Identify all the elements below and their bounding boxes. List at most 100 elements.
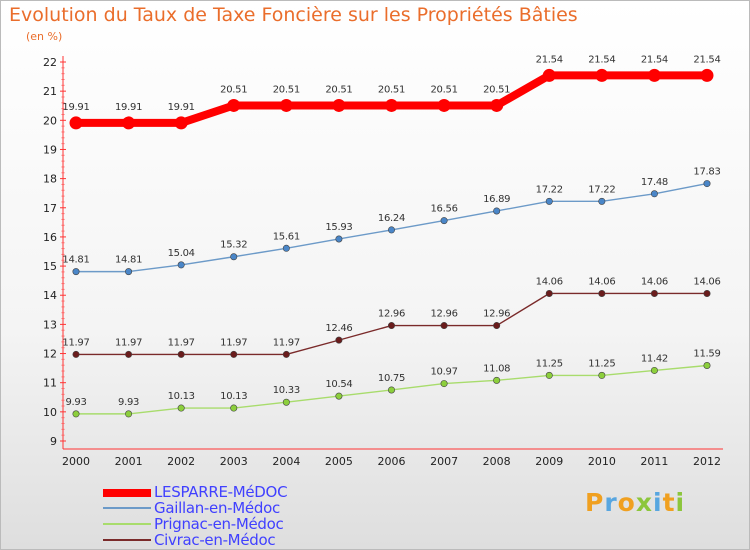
x-tick-label: 2003 bbox=[220, 455, 248, 468]
y-tick-label: 11 bbox=[43, 377, 57, 390]
legend-label: Prignac-en-Médoc bbox=[154, 515, 284, 533]
data-label: 11.97 bbox=[62, 337, 89, 348]
data-point bbox=[125, 350, 133, 358]
data-point bbox=[542, 68, 556, 82]
logo-letter: i bbox=[675, 488, 686, 517]
data-label: 15.61 bbox=[273, 231, 300, 242]
data-label: 10.54 bbox=[325, 379, 352, 390]
data-point bbox=[493, 376, 501, 384]
data-label: 16.24 bbox=[378, 213, 405, 224]
data-point bbox=[703, 180, 711, 188]
data-label: 20.51 bbox=[220, 84, 247, 95]
data-point bbox=[598, 197, 606, 205]
data-point bbox=[650, 289, 658, 297]
data-point bbox=[177, 261, 185, 269]
data-label: 17.48 bbox=[641, 177, 668, 188]
data-point bbox=[440, 322, 448, 330]
y-tick-label: 20 bbox=[43, 114, 57, 127]
data-label: 19.91 bbox=[115, 102, 142, 113]
data-label: 15.32 bbox=[220, 240, 247, 251]
data-point bbox=[650, 366, 658, 374]
y-tick-label: 22 bbox=[43, 56, 57, 69]
data-label: 20.51 bbox=[325, 84, 352, 95]
data-point bbox=[490, 98, 504, 112]
data-label: 11.25 bbox=[536, 358, 563, 369]
data-point bbox=[595, 68, 609, 82]
data-label: 17.22 bbox=[536, 184, 563, 195]
data-point bbox=[279, 98, 293, 112]
x-tick-label: 2008 bbox=[483, 455, 511, 468]
y-tick-label: 12 bbox=[43, 348, 57, 361]
data-label: 10.13 bbox=[168, 391, 195, 402]
data-label: 19.91 bbox=[62, 102, 89, 113]
x-tick-label: 2009 bbox=[535, 455, 563, 468]
data-point bbox=[282, 398, 290, 406]
x-tick-label: 2012 bbox=[693, 455, 721, 468]
data-point bbox=[703, 361, 711, 369]
data-point bbox=[174, 116, 188, 130]
data-label: 11.25 bbox=[588, 358, 615, 369]
data-point bbox=[387, 226, 395, 234]
data-label: 11.97 bbox=[220, 337, 247, 348]
data-label: 14.06 bbox=[588, 276, 615, 287]
logo-letter: x bbox=[635, 488, 653, 517]
data-point bbox=[335, 336, 343, 344]
data-point bbox=[335, 235, 343, 243]
y-tick-label: 14 bbox=[43, 289, 57, 302]
data-label: 14.81 bbox=[115, 255, 142, 266]
data-label: 12.96 bbox=[483, 309, 510, 320]
logo-letter: i bbox=[653, 488, 663, 517]
proxiti-logo: Proxiti bbox=[585, 488, 685, 517]
data-point bbox=[177, 404, 185, 412]
legend-label: LESPARRE-MéDOC bbox=[154, 483, 288, 501]
data-label: 9.93 bbox=[65, 397, 86, 408]
legend-swatch bbox=[103, 539, 151, 541]
data-label: 15.93 bbox=[325, 222, 352, 233]
y-tick-label: 18 bbox=[43, 173, 57, 186]
legend-swatch bbox=[103, 523, 151, 525]
data-label: 20.51 bbox=[378, 84, 405, 95]
legend-swatch bbox=[103, 489, 151, 497]
data-point bbox=[230, 253, 238, 261]
series-3: 11.97 11.97 11.97 11.97 11.97 12.46 12.96 12.96… bbox=[62, 276, 721, 358]
data-point bbox=[282, 244, 290, 252]
axes: 9 10 11 12 13 14 15 16 17 18 19 20 21 22 2000 2001 2002 2… bbox=[43, 56, 723, 468]
x-tick-label: 2005 bbox=[325, 455, 353, 468]
series-0: 19.91 19.91 19.91 20.51 20.51 20.51 20.51 20.51… bbox=[62, 54, 721, 130]
data-label: 11.97 bbox=[168, 337, 195, 348]
y-tick-label: 21 bbox=[43, 85, 57, 98]
series-1: 14.81 14.81 15.04 15.32 15.61 15.93 16.24 16.56… bbox=[62, 167, 721, 276]
y-tick-label: 9 bbox=[50, 435, 57, 448]
data-point bbox=[598, 371, 606, 379]
data-label: 11.08 bbox=[483, 363, 510, 374]
data-label: 14.06 bbox=[641, 276, 668, 287]
data-point bbox=[72, 410, 80, 418]
data-point bbox=[387, 386, 395, 394]
data-label: 19.91 bbox=[168, 102, 195, 113]
y-tick-label: 10 bbox=[43, 406, 57, 419]
data-point bbox=[69, 116, 83, 130]
series-2: 9.93 9.93 10.13 10.13 10.33 10.54 10.75 10.97 11… bbox=[65, 348, 721, 418]
y-tick-label: 17 bbox=[43, 202, 57, 215]
data-point bbox=[125, 410, 133, 418]
data-point bbox=[332, 98, 346, 112]
y-tick-label: 13 bbox=[43, 318, 57, 331]
data-label: 21.54 bbox=[536, 54, 563, 65]
data-point bbox=[385, 98, 398, 112]
data-point bbox=[647, 68, 661, 82]
y-tick-label: 19 bbox=[43, 143, 57, 156]
logo-letter: r bbox=[604, 488, 618, 517]
data-point bbox=[72, 268, 80, 276]
data-point bbox=[282, 350, 290, 358]
data-label: 17.83 bbox=[693, 167, 720, 178]
x-tick-label: 2007 bbox=[430, 455, 458, 468]
data-label: 14.06 bbox=[693, 276, 720, 287]
legend-swatch bbox=[103, 507, 151, 509]
legend-label: Civrac-en-Médoc bbox=[154, 531, 276, 549]
data-label: 20.51 bbox=[431, 84, 458, 95]
y-tick-label: 16 bbox=[43, 231, 57, 244]
data-label: 14.06 bbox=[536, 276, 563, 287]
data-label: 12.96 bbox=[431, 309, 458, 320]
data-label: 21.54 bbox=[588, 54, 615, 65]
